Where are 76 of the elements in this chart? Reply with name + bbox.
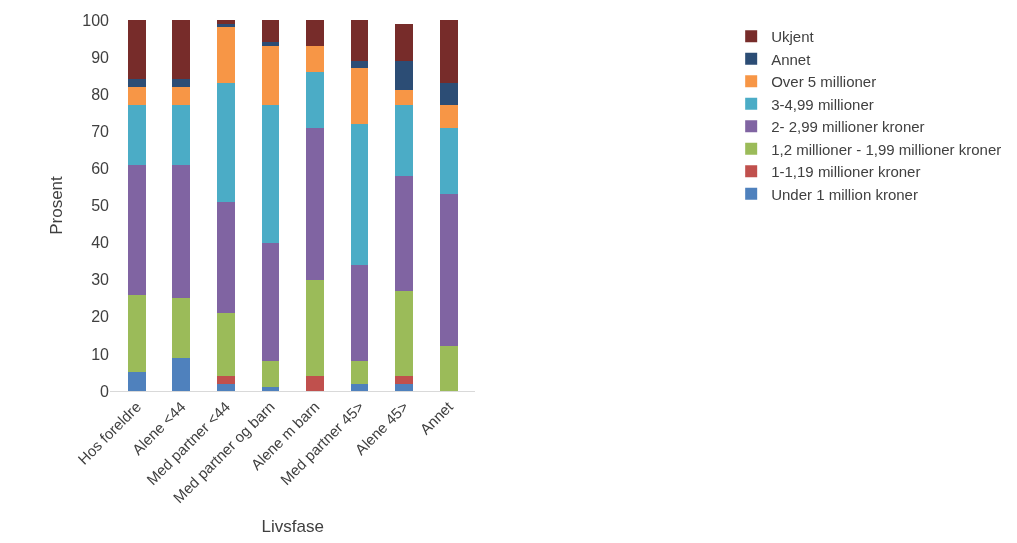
- bar: [172, 79, 191, 87]
- bar: [350, 123, 369, 265]
- bar: [306, 45, 324, 72]
- bar: [439, 83, 458, 106]
- y-tick-label: 90: [91, 48, 110, 66]
- bar: [216, 83, 235, 202]
- bar: [261, 20, 280, 43]
- bar: [395, 175, 414, 291]
- bar: [172, 164, 191, 299]
- y-tick-label: 0: [100, 382, 110, 400]
- bar: [395, 105, 414, 176]
- bar: [350, 361, 369, 384]
- bar: [216, 20, 235, 24]
- bar: [395, 23, 414, 61]
- y-tick-label: 80: [91, 85, 110, 103]
- bar: [306, 376, 324, 391]
- bar: [261, 361, 280, 388]
- bar: [439, 194, 458, 347]
- legend-label: Annet: [771, 50, 812, 68]
- bar: [350, 264, 369, 362]
- bar: [216, 201, 235, 314]
- y-axis-title: Prosent: [46, 175, 66, 235]
- bar: [395, 60, 414, 91]
- legend-label: 3-4,99 millioner: [771, 95, 874, 113]
- bar: [395, 383, 414, 391]
- legend-label: Over 5 millioner: [771, 73, 877, 91]
- bar: [261, 42, 280, 46]
- y-tick-label: 30: [91, 271, 110, 289]
- y-tick-label: 50: [91, 197, 110, 215]
- bar: [261, 45, 280, 106]
- bar: [172, 20, 191, 80]
- bar: [127, 86, 146, 106]
- bar: [306, 71, 324, 128]
- legend-label: Under 1 million kroner: [771, 185, 918, 203]
- bar: [216, 313, 235, 377]
- bar: [350, 68, 369, 124]
- bar: [127, 164, 146, 295]
- bar: [350, 20, 369, 61]
- bar: [261, 242, 280, 362]
- bar: [439, 346, 458, 391]
- bar: [216, 27, 235, 84]
- bar: [350, 383, 369, 391]
- bar: [395, 376, 414, 384]
- y-tick-label: 100: [82, 11, 110, 29]
- y-tick-label: 70: [91, 122, 110, 140]
- x-axis-title: Livsfase: [261, 517, 324, 537]
- bar: [216, 376, 235, 384]
- bar: [306, 20, 324, 46]
- bar: [127, 294, 146, 373]
- bar: [439, 20, 458, 84]
- bar: [395, 290, 414, 377]
- bar: [172, 357, 191, 391]
- legend-label: 2- 2,99 millioner kroner: [771, 118, 925, 136]
- bar: [172, 298, 191, 358]
- bar: [439, 105, 458, 128]
- y-tick-label: 60: [91, 160, 110, 177]
- bar: [306, 127, 324, 280]
- bar: [172, 105, 191, 165]
- bar: [216, 383, 235, 391]
- bar: [439, 127, 458, 195]
- bar: [127, 105, 146, 165]
- bar: [127, 372, 146, 391]
- legend-label: 1-1,19 millioner kroner: [771, 163, 921, 181]
- bar: [350, 60, 369, 69]
- legend-label: 1,2 millioner - 1,99 millioner kroner: [771, 140, 1002, 158]
- bar: [261, 105, 280, 243]
- bar: [127, 20, 146, 80]
- bar: [261, 387, 280, 391]
- bar: [395, 90, 414, 106]
- bar: [172, 86, 191, 106]
- y-tick-label: 20: [91, 308, 110, 326]
- legend-label: Ukjent: [771, 28, 815, 46]
- y-tick-label: 40: [91, 234, 110, 252]
- bar: [127, 79, 146, 87]
- y-tick-label: 10: [91, 345, 110, 363]
- bar: [306, 279, 324, 377]
